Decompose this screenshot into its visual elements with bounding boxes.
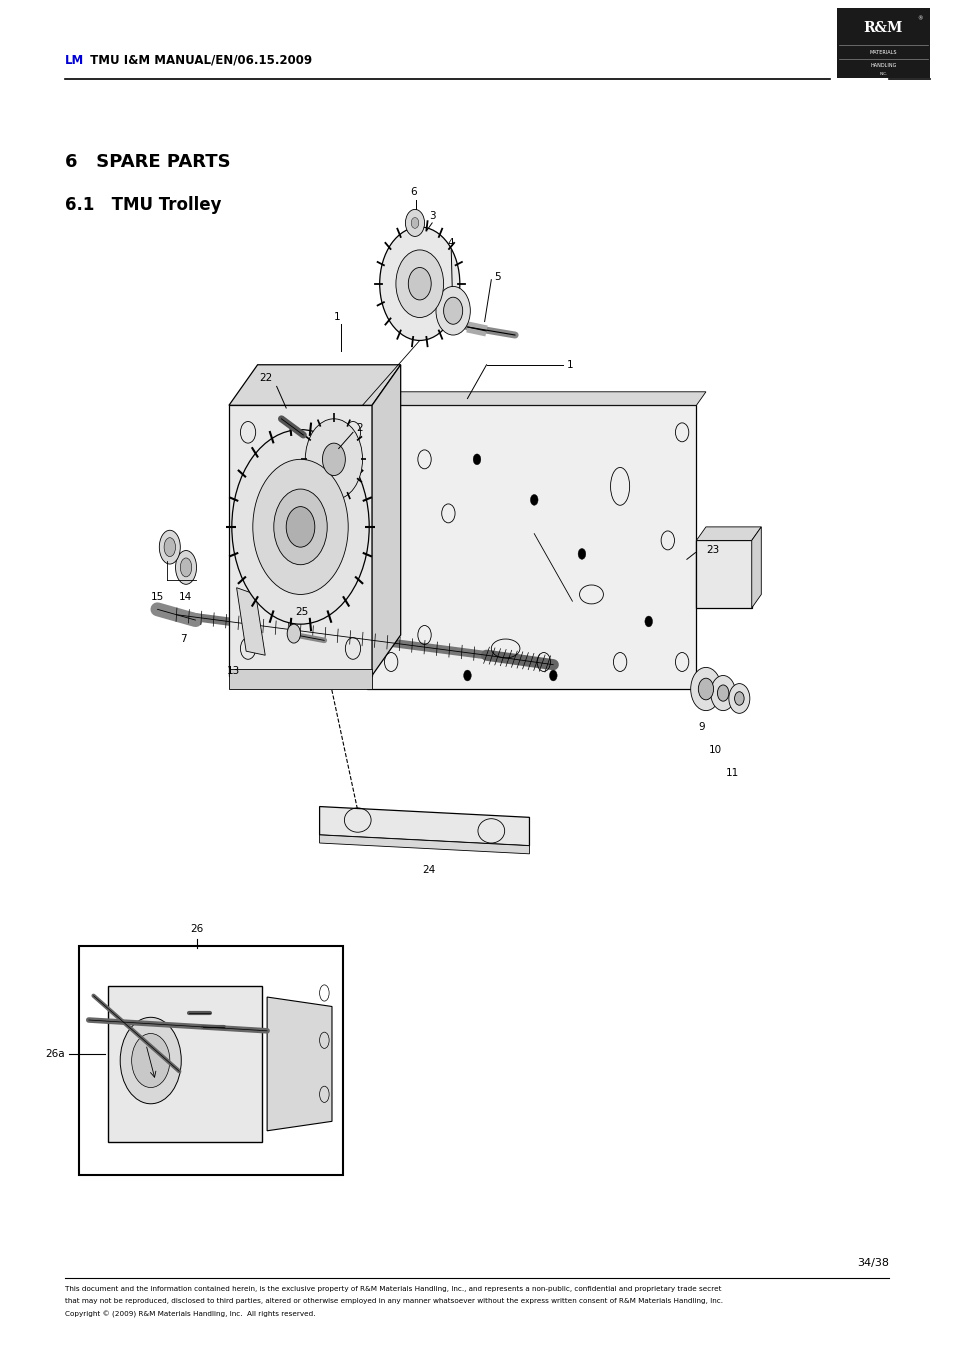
Polygon shape (696, 527, 760, 540)
Circle shape (463, 670, 471, 681)
Polygon shape (751, 527, 760, 608)
Circle shape (549, 670, 557, 681)
Text: INC.: INC. (879, 73, 886, 77)
Polygon shape (319, 807, 529, 846)
Text: 10: 10 (708, 744, 721, 755)
Circle shape (473, 454, 480, 465)
FancyBboxPatch shape (79, 946, 343, 1175)
Circle shape (305, 419, 362, 500)
Text: 9: 9 (698, 721, 703, 732)
Circle shape (690, 667, 720, 711)
Text: that may not be reproduced, disclosed to third parties, altered or otherwise emp: that may not be reproduced, disclosed to… (65, 1298, 722, 1304)
FancyBboxPatch shape (836, 8, 929, 78)
Text: 25: 25 (294, 607, 308, 617)
Ellipse shape (159, 531, 180, 565)
Circle shape (405, 209, 424, 236)
Circle shape (322, 443, 345, 476)
Text: 6: 6 (411, 186, 416, 197)
Circle shape (436, 286, 470, 335)
Circle shape (728, 684, 749, 713)
Text: 23: 23 (705, 544, 719, 555)
Circle shape (411, 218, 418, 228)
Text: 5: 5 (494, 272, 500, 282)
Circle shape (253, 459, 348, 594)
Polygon shape (319, 835, 529, 854)
Text: MATERIALS: MATERIALS (869, 50, 896, 55)
Circle shape (395, 250, 443, 317)
Text: 3: 3 (429, 211, 435, 222)
Text: ®: ® (916, 16, 922, 22)
Text: This document and the information contained herein, is the exclusive property of: This document and the information contai… (65, 1286, 720, 1292)
Text: 11: 11 (725, 767, 739, 778)
Text: 24: 24 (422, 865, 436, 875)
Polygon shape (229, 365, 400, 405)
Text: 6   SPARE PARTS: 6 SPARE PARTS (65, 153, 231, 172)
Text: 22: 22 (259, 373, 273, 384)
Circle shape (274, 489, 327, 565)
Polygon shape (367, 405, 696, 689)
FancyBboxPatch shape (108, 986, 262, 1142)
Text: 1: 1 (334, 312, 339, 323)
Circle shape (698, 678, 713, 700)
Text: 6.1   TMU Trolley: 6.1 TMU Trolley (65, 196, 221, 215)
Circle shape (232, 430, 369, 624)
Ellipse shape (180, 558, 192, 577)
Ellipse shape (164, 538, 175, 557)
Circle shape (408, 267, 431, 300)
Circle shape (734, 692, 743, 705)
Polygon shape (372, 365, 400, 676)
FancyBboxPatch shape (696, 540, 751, 608)
Text: Copyright © (2009) R&M Materials Handling, Inc.  All rights reserved.: Copyright © (2009) R&M Materials Handlin… (65, 1310, 315, 1317)
Text: HANDLING: HANDLING (869, 63, 896, 68)
Circle shape (644, 616, 652, 627)
Circle shape (443, 297, 462, 324)
Text: 14: 14 (178, 592, 192, 603)
Polygon shape (229, 669, 372, 689)
Text: 26: 26 (190, 924, 203, 935)
Circle shape (578, 549, 585, 559)
Text: 2: 2 (355, 423, 362, 434)
Text: 7: 7 (180, 634, 186, 644)
Text: LM: LM (65, 54, 84, 66)
Circle shape (286, 507, 314, 547)
Text: 1: 1 (566, 359, 573, 370)
Text: 26a: 26a (45, 1048, 65, 1059)
Text: TMU I&M MANUAL/EN/06.15.2009: TMU I&M MANUAL/EN/06.15.2009 (86, 54, 312, 66)
Circle shape (287, 624, 300, 643)
Text: 15: 15 (151, 592, 164, 603)
Circle shape (120, 1017, 181, 1104)
Polygon shape (229, 405, 372, 676)
Circle shape (717, 685, 728, 701)
Circle shape (379, 227, 459, 340)
Circle shape (132, 1034, 170, 1088)
Polygon shape (267, 997, 332, 1131)
Text: R&M: R&M (862, 20, 902, 35)
Circle shape (530, 494, 537, 505)
Circle shape (710, 676, 735, 711)
Text: 34/38: 34/38 (856, 1258, 888, 1269)
Text: 4: 4 (448, 238, 454, 249)
Ellipse shape (175, 551, 196, 585)
Polygon shape (236, 588, 265, 655)
Text: 13: 13 (227, 666, 240, 677)
Polygon shape (367, 392, 705, 405)
